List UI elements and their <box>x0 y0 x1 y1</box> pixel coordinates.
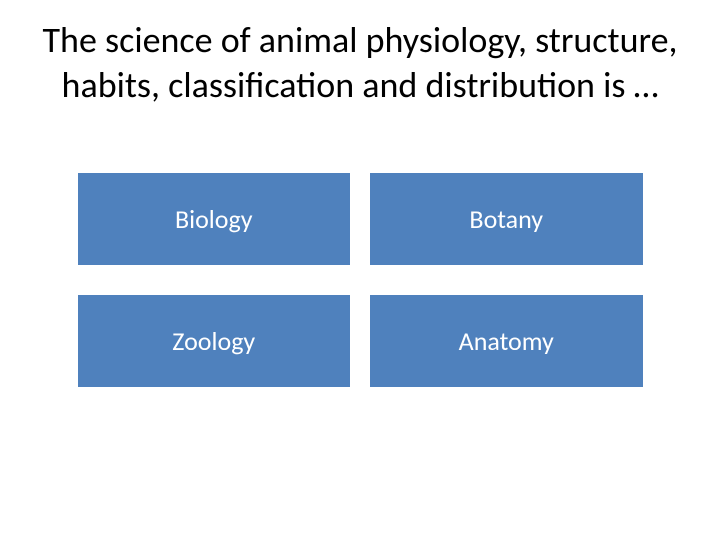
question-text: The science of animal physiology, struct… <box>0 0 720 108</box>
answer-option-1[interactable]: Botany <box>370 173 643 265</box>
answer-option-0[interactable]: Biology <box>78 173 351 265</box>
answers-grid: Biology Botany Zoology Anatomy <box>78 173 643 387</box>
answer-option-2[interactable]: Zoology <box>78 295 351 387</box>
answer-option-3[interactable]: Anatomy <box>370 295 643 387</box>
